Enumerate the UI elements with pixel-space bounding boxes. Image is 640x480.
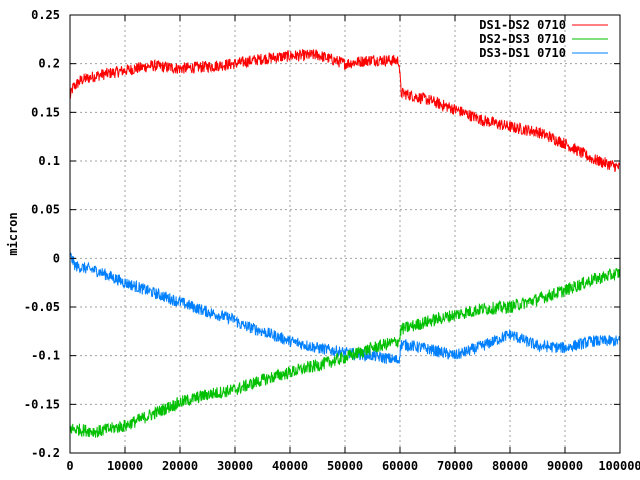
x-axis-ticks: 0 10000 20000 30000 40000 50000 60000 70000 8000… bbox=[66, 15, 640, 473]
x-tick-label: 50000 bbox=[327, 459, 363, 473]
y-tick-label: -0.1 bbox=[31, 349, 60, 363]
y-tick-label: 0.2 bbox=[38, 57, 60, 71]
legend-label: DS2-DS3 0710 bbox=[479, 32, 566, 46]
x-tick-label: 0 bbox=[66, 459, 73, 473]
x-tick-label: 10000 bbox=[107, 459, 143, 473]
y-axis-label: micron bbox=[6, 212, 20, 255]
x-tick-label: 80000 bbox=[492, 459, 528, 473]
series-line-2 bbox=[69, 267, 621, 438]
x-tick-label: 20000 bbox=[162, 459, 198, 473]
legend-label: DS1-DS2 0710 bbox=[479, 18, 566, 32]
x-tick-label: 30000 bbox=[217, 459, 253, 473]
y-axis-ticks: -0.2 -0.15 -0.1 -0.05 0 0.05 0.1 0.15 0.2 0.25 bbox=[24, 8, 620, 460]
series-line-3 bbox=[69, 252, 621, 364]
y-tick-label: 0.1 bbox=[38, 154, 60, 168]
y-tick-label: 0 bbox=[53, 251, 60, 265]
y-tick-label: -0.2 bbox=[31, 446, 60, 460]
series-line-1 bbox=[69, 48, 621, 172]
y-tick-label: 0.15 bbox=[31, 105, 60, 119]
y-tick-label: -0.05 bbox=[24, 300, 60, 314]
y-tick-label: -0.15 bbox=[24, 397, 60, 411]
x-tick-label: 90000 bbox=[547, 459, 583, 473]
series-layer bbox=[69, 48, 621, 438]
x-tick-label: 60000 bbox=[382, 459, 418, 473]
y-tick-label: 0.25 bbox=[31, 8, 60, 22]
grid bbox=[70, 15, 620, 453]
x-tick-label: 40000 bbox=[272, 459, 308, 473]
legend-label: DS3-DS1 0710 bbox=[479, 46, 566, 60]
x-tick-label: 100000 bbox=[598, 459, 640, 473]
y-tick-label: 0.05 bbox=[31, 203, 60, 217]
x-tick-label: 70000 bbox=[437, 459, 473, 473]
